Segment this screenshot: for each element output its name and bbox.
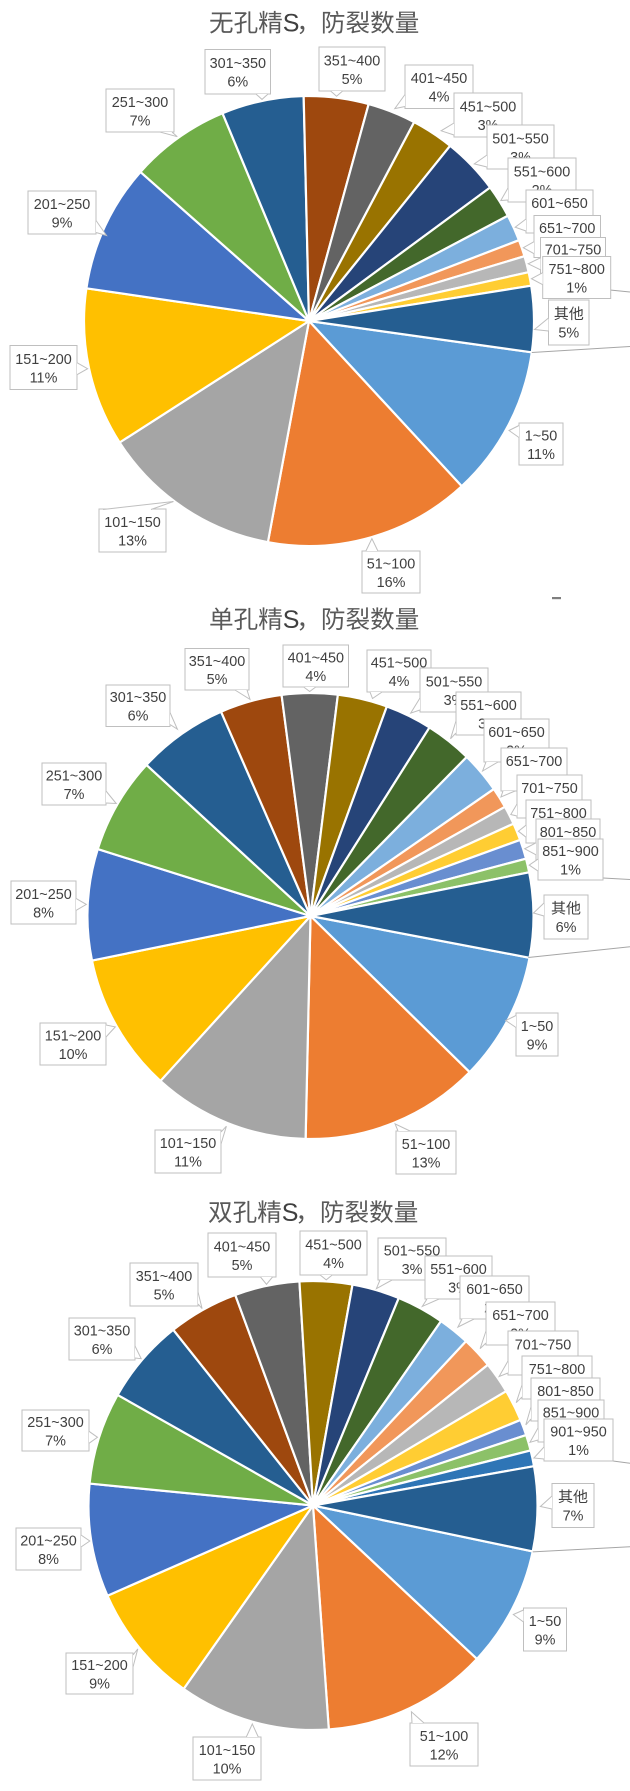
svg-text:401~450: 401~450 xyxy=(214,1240,270,1256)
svg-text:451~500: 451~500 xyxy=(460,100,516,116)
svg-text:9%: 9% xyxy=(52,215,73,231)
svg-text:5%: 5% xyxy=(558,325,579,341)
svg-text:101~150: 101~150 xyxy=(104,515,160,531)
svg-text:851~900: 851~900 xyxy=(542,844,598,860)
svg-text:301~350: 301~350 xyxy=(74,1324,130,1340)
svg-text:701~750: 701~750 xyxy=(515,1338,571,1354)
svg-text:351~400: 351~400 xyxy=(189,654,245,670)
svg-text:6%: 6% xyxy=(556,920,577,936)
svg-text:451~500: 451~500 xyxy=(371,656,427,672)
svg-text:S: S xyxy=(283,10,300,38)
svg-text:7%: 7% xyxy=(130,113,151,129)
svg-text:251~300: 251~300 xyxy=(27,1415,83,1431)
svg-text:13%: 13% xyxy=(118,533,147,549)
svg-text:51~100: 51~100 xyxy=(402,1137,450,1153)
svg-text:7%: 7% xyxy=(45,1433,66,1449)
svg-text:11%: 11% xyxy=(174,1154,202,1170)
svg-text:751~800: 751~800 xyxy=(548,262,604,278)
svg-text:1%: 1% xyxy=(560,862,581,878)
svg-text:9%: 9% xyxy=(527,1037,548,1053)
svg-text:5%: 5% xyxy=(207,672,228,688)
svg-text:501~550: 501~550 xyxy=(492,132,548,148)
svg-text:9%: 9% xyxy=(535,1632,556,1648)
svg-text:701~750: 701~750 xyxy=(545,243,601,259)
svg-text:6%: 6% xyxy=(92,1342,113,1358)
svg-text:651~700: 651~700 xyxy=(492,1308,548,1324)
svg-text:151~200: 151~200 xyxy=(15,352,71,368)
svg-text:1%: 1% xyxy=(566,280,587,296)
svg-text:251~300: 251~300 xyxy=(112,95,168,111)
svg-text:601~650: 601~650 xyxy=(466,1282,522,1298)
svg-text:201~250: 201~250 xyxy=(20,1534,76,1550)
svg-text:16%: 16% xyxy=(377,575,406,591)
svg-text:6%: 6% xyxy=(227,75,248,91)
svg-text:751~800: 751~800 xyxy=(529,1362,585,1378)
svg-text:7%: 7% xyxy=(563,1508,584,1524)
svg-text:201~250: 201~250 xyxy=(34,197,90,213)
svg-text:151~200: 151~200 xyxy=(45,1029,101,1045)
svg-text:401~450: 401~450 xyxy=(288,651,344,667)
svg-text:551~600: 551~600 xyxy=(460,698,516,714)
svg-text:4%: 4% xyxy=(305,669,326,685)
svg-text:10%: 10% xyxy=(59,1047,88,1063)
svg-text:51~100: 51~100 xyxy=(420,1729,468,1745)
svg-text:701~750: 701~750 xyxy=(521,781,577,797)
svg-text:101~150: 101~150 xyxy=(199,1743,255,1759)
svg-text:S: S xyxy=(283,606,300,634)
svg-text:651~700: 651~700 xyxy=(506,754,562,770)
svg-text:8%: 8% xyxy=(33,905,54,921)
svg-text:1%: 1% xyxy=(568,1443,589,1459)
svg-text:901~950: 901~950 xyxy=(550,1425,606,1441)
svg-text:4%: 4% xyxy=(323,1256,344,1272)
svg-text:4%: 4% xyxy=(389,674,410,690)
svg-text:6%: 6% xyxy=(128,709,149,725)
svg-text:11%: 11% xyxy=(527,447,555,463)
svg-text:5%: 5% xyxy=(342,72,363,88)
svg-text:11%: 11% xyxy=(30,370,58,386)
svg-text:3%: 3% xyxy=(402,1262,423,1278)
svg-text:1~50: 1~50 xyxy=(529,1614,561,1630)
svg-text:8%: 8% xyxy=(38,1552,59,1568)
svg-text:551~600: 551~600 xyxy=(430,1262,486,1278)
svg-text:451~500: 451~500 xyxy=(305,1238,361,1254)
svg-text:5%: 5% xyxy=(154,1287,175,1303)
svg-text:151~200: 151~200 xyxy=(71,1658,127,1674)
svg-text:601~650: 601~650 xyxy=(531,196,587,212)
svg-text:12%: 12% xyxy=(430,1747,459,1763)
svg-text:551~600: 551~600 xyxy=(514,165,570,181)
svg-text:7%: 7% xyxy=(64,787,85,803)
svg-text:801~850: 801~850 xyxy=(537,1384,593,1400)
svg-text:401~450: 401~450 xyxy=(411,71,467,87)
svg-text:351~400: 351~400 xyxy=(324,54,380,70)
svg-text:301~350: 301~350 xyxy=(110,690,166,706)
svg-text:51~100: 51~100 xyxy=(367,557,415,573)
svg-text:1~50: 1~50 xyxy=(525,429,557,445)
svg-text:1~50: 1~50 xyxy=(521,1019,553,1035)
svg-text:801~850: 801~850 xyxy=(540,825,596,841)
svg-text:13%: 13% xyxy=(412,1155,441,1171)
svg-text:4%: 4% xyxy=(429,90,450,106)
svg-text:S: S xyxy=(282,1199,299,1227)
svg-text:301~350: 301~350 xyxy=(210,56,266,72)
svg-text:9%: 9% xyxy=(89,1676,110,1692)
svg-text:201~250: 201~250 xyxy=(15,887,71,903)
svg-text:5%: 5% xyxy=(232,1258,253,1274)
svg-text:851~900: 851~900 xyxy=(543,1406,599,1422)
svg-text:251~300: 251~300 xyxy=(46,769,102,785)
svg-text:10%: 10% xyxy=(213,1761,242,1777)
svg-text:501~550: 501~550 xyxy=(426,675,482,691)
svg-text:651~700: 651~700 xyxy=(539,221,595,237)
svg-text:351~400: 351~400 xyxy=(136,1269,192,1285)
svg-text:101~150: 101~150 xyxy=(160,1136,216,1152)
svg-text:751~800: 751~800 xyxy=(530,806,586,822)
svg-text:601~650: 601~650 xyxy=(488,725,544,741)
